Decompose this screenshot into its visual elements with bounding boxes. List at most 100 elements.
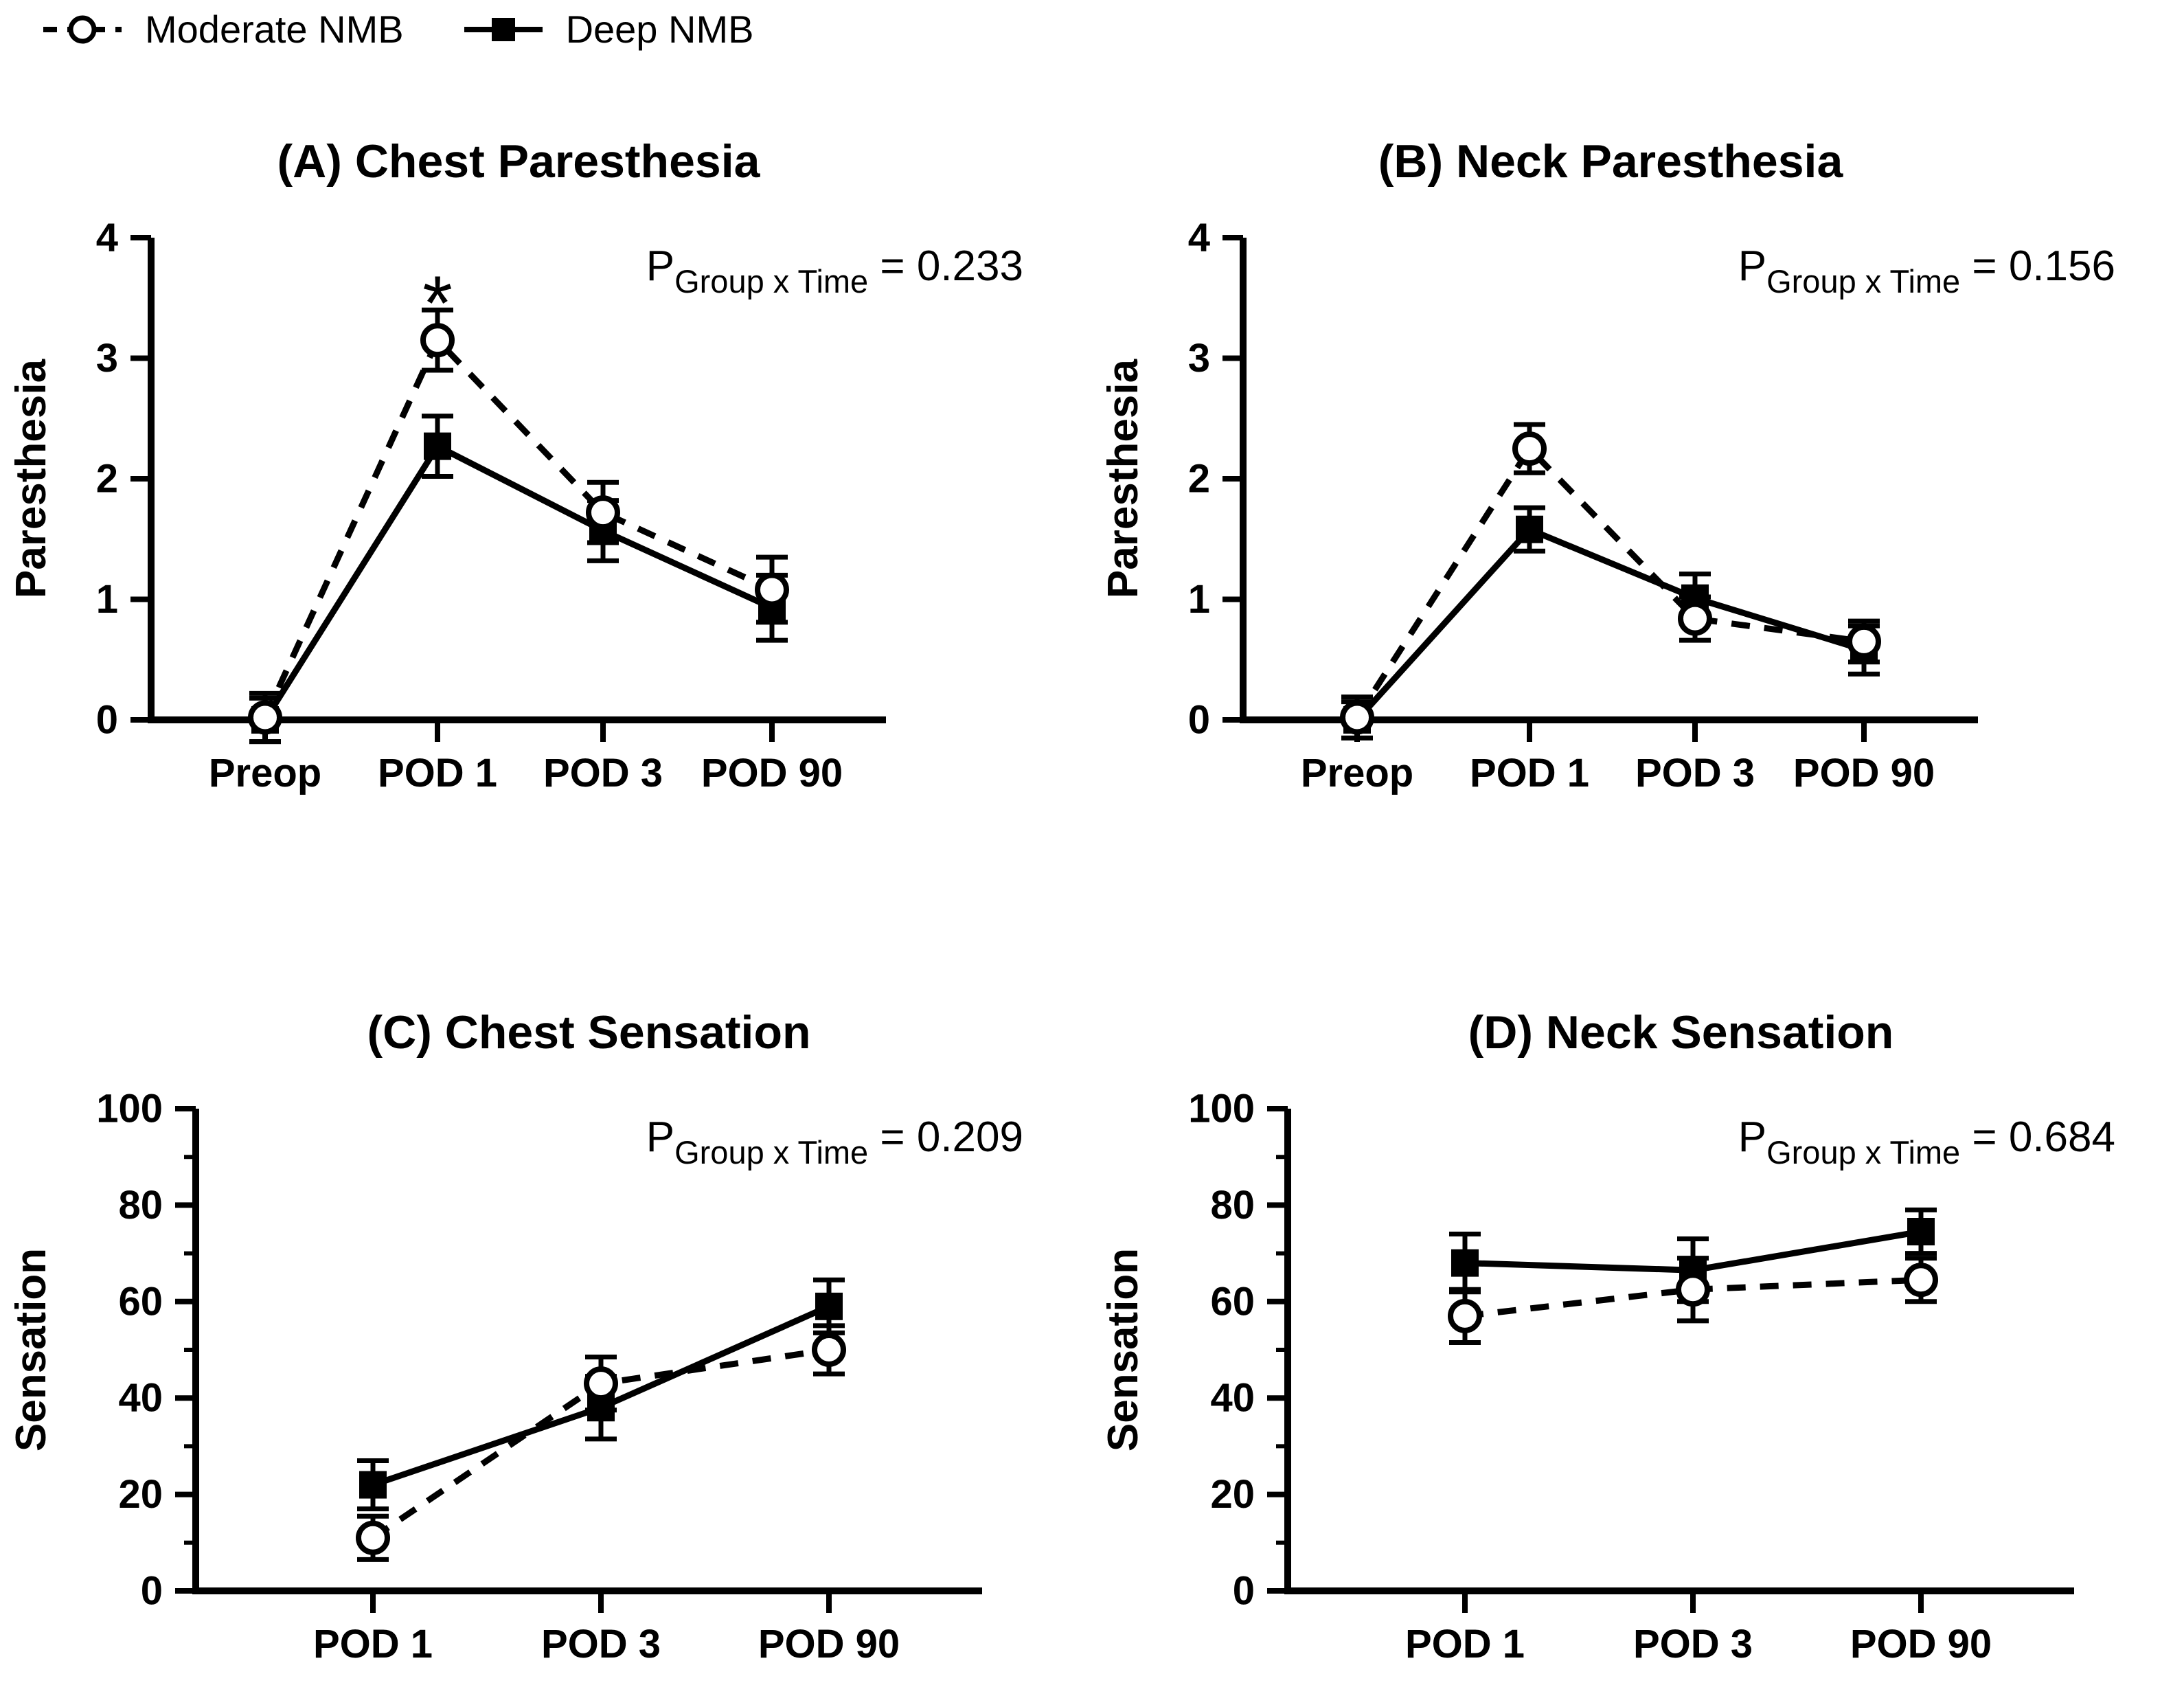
y-tick-label: 80 <box>118 1183 163 1228</box>
markers-moderate-nmb <box>1448 1263 1938 1333</box>
x-tick-label: POD 1 <box>1470 751 1589 795</box>
open-circle-marker-moderate-nmb <box>248 700 282 735</box>
markers-deep-nmb <box>251 432 786 734</box>
p-subscript: Group x Time <box>1766 263 1960 299</box>
panel-title: (D) Neck Sensation <box>1468 1006 1894 1059</box>
y-tick-label: 3 <box>1188 336 1210 381</box>
y-tick-label: 20 <box>118 1472 163 1517</box>
legend-item-moderate-nmb: Moderate NMB <box>38 7 404 52</box>
p-symbol: P <box>1738 1113 1766 1161</box>
open-circle-marker-moderate-nmb <box>1904 1263 1938 1298</box>
y-tick-label: 100 <box>1188 1087 1255 1131</box>
markers-moderate-nmb <box>356 1333 846 1555</box>
markers-deep-nmb <box>1343 515 1878 734</box>
open-circle-marker-moderate-nmb <box>1340 700 1374 735</box>
y-tick-label: 60 <box>1210 1279 1255 1324</box>
filled-square-marker-deep-nmb <box>815 1292 843 1320</box>
y-tick-label: 3 <box>96 336 118 381</box>
x-tick-label: POD 1 <box>313 1622 433 1666</box>
y-tick-label: 80 <box>1210 1183 1255 1228</box>
p-value-annotation: PGroup x Time = 0.209 <box>646 1113 1023 1171</box>
panel-b-neck-paresthesia-chart: (B) Neck Paresthesia PGroup x Time = 0.15… <box>1100 135 2115 795</box>
open-circle-marker-moderate-nmb <box>1512 431 1547 466</box>
filled-square-marker-deep-nmb <box>1516 515 1543 543</box>
y-tick-label: 1 <box>96 577 118 622</box>
x-tick-label: POD 3 <box>1635 751 1755 795</box>
y-tick-label: 0 <box>1233 1569 1255 1614</box>
open-circle-marker-moderate-nmb <box>1448 1298 1482 1333</box>
y-tick-label: 1 <box>1188 577 1210 622</box>
y-tick-label: 4 <box>1188 216 1210 260</box>
y-tick-label: 40 <box>1210 1376 1255 1421</box>
markers-moderate-nmb <box>1340 431 1881 735</box>
open-circle-marker-moderate-nmb <box>755 572 789 607</box>
panel-c-chest-sensation-chart: (C) Chest Sensation PGroup x Time = 0.209… <box>8 1006 1023 1666</box>
filled-square-marker-deep-nmb <box>359 1471 387 1499</box>
p-subscript: Group x Time <box>1766 1134 1960 1171</box>
legend-label-deep-nmb: Deep NMB <box>565 8 754 51</box>
open-circle-marker-moderate-nmb <box>420 323 455 358</box>
x-tick-label: POD 3 <box>1633 1622 1753 1666</box>
x-tick-label: POD 1 <box>378 751 497 795</box>
y-tick-label: 2 <box>1188 457 1210 501</box>
open-circle-marker-moderate-nmb <box>812 1333 846 1367</box>
open-circle-marker-moderate-nmb <box>584 1366 618 1401</box>
markers-deep-nmb <box>359 1292 843 1499</box>
y-tick-label: 0 <box>1188 698 1210 743</box>
error-bars-deep-nmb <box>1341 505 1880 740</box>
x-tick-label: POD 1 <box>1405 1622 1525 1666</box>
series-line-moderate-nmb <box>262 335 773 719</box>
p-value: = 0.209 <box>868 1113 1023 1161</box>
p-value-annotation: PGroup x Time = 0.684 <box>1738 1113 2115 1171</box>
p-value: = 0.684 <box>1960 1113 2115 1161</box>
open-circle-marker-moderate-nmb <box>1847 624 1881 659</box>
error-bars-moderate-nmb <box>1341 422 1880 740</box>
figure-legend: Moderate NMB Deep NMB <box>38 7 753 52</box>
p-subscript: Group x Time <box>674 263 868 299</box>
y-tick-label: 60 <box>118 1279 163 1324</box>
x-tick-label: Preop <box>209 751 321 795</box>
series-line-moderate-nmb <box>1354 443 1865 719</box>
open-circle-marker-moderate-nmb <box>356 1520 390 1555</box>
panel-title: (C) Chest Sensation <box>367 1006 810 1059</box>
y-tick-label: 100 <box>96 1087 163 1131</box>
open-circle-marker-legend <box>68 15 97 43</box>
series-line-deep-nmb <box>1354 525 1865 723</box>
y-tick-label: 40 <box>118 1376 163 1421</box>
y-tick-label: 4 <box>96 216 118 260</box>
markers-moderate-nmb <box>248 323 789 735</box>
open-circle-marker-moderate-nmb <box>586 495 620 530</box>
p-value-annotation: PGroup x Time = 0.156 <box>1738 242 2115 299</box>
p-value: = 0.156 <box>1960 242 2115 290</box>
panel-d-neck-sensation-chart: (D) Neck Sensation PGroup x Time = 0.684 0… <box>1100 1006 2115 1666</box>
p-symbol: P <box>646 242 674 290</box>
deep-nmb-marker-icon <box>464 17 543 41</box>
legend-label-moderate-nmb: Moderate NMB <box>145 8 404 51</box>
panel-a-chest-paresthesia-chart: (A) Chest Paresthesia PGroup x Time = 0.2… <box>8 135 1023 795</box>
x-tick-label: POD 90 <box>1850 1622 1992 1666</box>
panel-title: (A) Chest Paresthesia <box>277 135 761 188</box>
filled-square-marker-deep-nmb <box>1451 1249 1479 1277</box>
x-tick-label: POD 90 <box>1793 751 1935 795</box>
moderate-nmb-marker-icon <box>43 15 122 43</box>
filled-square-marker-deep-nmb <box>1907 1218 1935 1246</box>
markers-deep-nmb <box>1451 1218 1935 1285</box>
filled-square-marker-deep-nmb <box>424 432 451 460</box>
x-tick-label: POD 3 <box>541 1622 661 1666</box>
open-circle-marker-moderate-nmb <box>1676 1272 1710 1307</box>
y-tick-label: 0 <box>141 1569 163 1614</box>
y-axis-label: Sensation <box>8 1248 55 1451</box>
filled-square-marker-legend <box>491 17 515 41</box>
series-line-moderate-nmb <box>1464 1276 1922 1320</box>
y-tick-label: 0 <box>96 698 118 743</box>
x-tick-label: Preop <box>1301 751 1413 795</box>
error-bars-moderate-nmb <box>357 1323 845 1562</box>
legend-item-deep-nmb: Deep NMB <box>459 7 754 52</box>
panel-title: (B) Neck Paresthesia <box>1378 135 1844 188</box>
p-symbol: P <box>646 1113 674 1161</box>
y-axis-label: Paresthesia <box>1100 359 1147 598</box>
y-tick-label: 2 <box>96 457 118 501</box>
open-circle-marker-moderate-nmb <box>1678 601 1712 636</box>
x-tick-label: POD 90 <box>758 1622 900 1666</box>
